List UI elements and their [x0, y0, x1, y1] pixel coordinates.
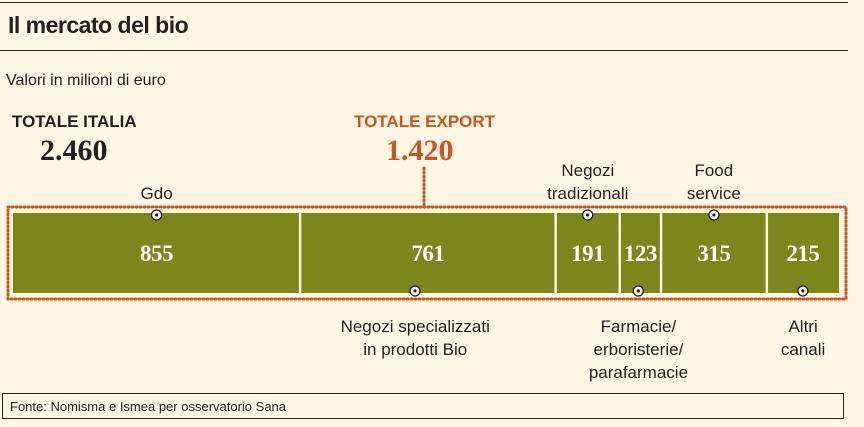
source-note: Fonte: Nomisma e Ismea per osservatorio … [2, 393, 844, 419]
total-export-value: 1.420 [386, 134, 454, 167]
segment-value: 855 [140, 241, 173, 266]
segment-value: 315 [697, 241, 730, 266]
bar-segment [766, 213, 839, 293]
segment-category-label: Altri canali [780, 317, 826, 359]
segment-category-label: Gdo [140, 184, 173, 203]
bar-segment [300, 213, 556, 293]
bar-segment [13, 213, 301, 293]
segment-category-label: Farmacie/erboristerie/parafarmacie [588, 317, 689, 382]
callout-marker-dot [712, 213, 716, 217]
chart-subtitle: Valori in milioni di euro [6, 72, 166, 89]
segment-value: 215 [786, 241, 819, 266]
bar-segment [619, 213, 662, 293]
title-rule [0, 50, 848, 51]
segment-category-label: Food service [686, 161, 741, 203]
segment-value: 123 [624, 241, 657, 266]
segment-value: 761 [411, 241, 444, 266]
top-rule [0, 2, 848, 3]
bar-segment [661, 213, 767, 293]
chart-title: Il mercato del bio [8, 12, 189, 38]
bar-segment [555, 213, 620, 293]
total-italia-label: TOTALE ITALIA [12, 112, 137, 131]
segment-value: 191 [571, 241, 604, 266]
total-export-label: TOTALE EXPORT [354, 112, 496, 131]
segment-category-label: Negozi tradizionali [547, 161, 629, 203]
segment-category-label: Negozi specializzati in prodotti Bio [340, 317, 490, 359]
callout-marker-dot [413, 289, 417, 293]
export-dotted-frame [6, 205, 848, 301]
total-italia-value: 2.460 [40, 134, 108, 167]
callout-marker-dot [586, 213, 590, 217]
callout-marker-dot [636, 289, 640, 293]
callout-marker-dot [801, 289, 805, 293]
callout-marker-dot [154, 213, 159, 217]
